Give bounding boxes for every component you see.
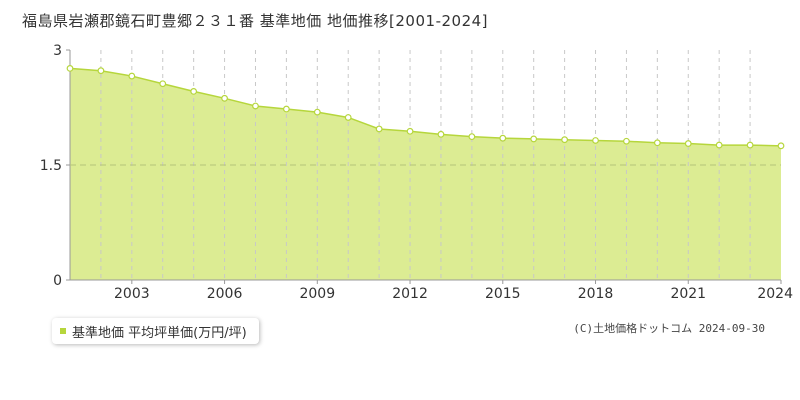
y-tick-label: 0 (53, 273, 62, 289)
x-tick-label: 2024 (757, 286, 793, 302)
data-point (66, 64, 74, 72)
data-point (468, 133, 476, 141)
y-tick-label: 1.5 (40, 158, 62, 174)
data-point (623, 137, 630, 145)
x-tick-label: 2021 (670, 286, 706, 302)
data-point (97, 67, 105, 75)
grid (70, 50, 781, 280)
series-line (69, 67, 782, 147)
data-point (746, 141, 754, 149)
legend-swatch (60, 328, 66, 334)
source-credit: (C)土地価格ドットコム 2024-09-30 (573, 322, 765, 335)
area-fill (70, 68, 781, 281)
x-tick-label: 2015 (485, 286, 521, 302)
data-point (313, 108, 321, 116)
data-points (66, 64, 785, 150)
data-point (437, 130, 445, 138)
data-point (128, 72, 136, 80)
data-point (406, 127, 414, 135)
x-tick-label: 2009 (299, 286, 335, 302)
legend: 基準地価 平均坪単価(万円/坪) (52, 318, 259, 344)
data-point (282, 105, 290, 113)
x-tick-label: 2018 (578, 286, 614, 302)
data-point (221, 94, 228, 102)
data-point (777, 142, 785, 150)
data-point (190, 87, 198, 95)
axes: 0 1.5 3 2003 2006 2009 2012 2015 2018 2021 2024 (40, 43, 793, 302)
x-tick-label: 2003 (114, 286, 150, 302)
data-point (561, 136, 569, 144)
data-point (499, 134, 507, 142)
legend-label: 基準地価 平均坪単価(万円/坪) (72, 325, 247, 341)
x-tick-label: 2012 (392, 286, 428, 302)
x-tick-label: 2006 (207, 286, 243, 302)
data-point (715, 141, 723, 149)
data-point (530, 135, 538, 143)
data-point (684, 140, 692, 147)
data-point (375, 125, 383, 133)
data-point (252, 102, 259, 110)
chart-title: 福島県岩瀬郡鏡石町豊郷２３１番 基準地価 地価推移[2001-2024] (22, 12, 489, 30)
y-tick-label: 3 (53, 43, 62, 59)
data-point (159, 80, 167, 88)
data-point (344, 114, 352, 121)
data-point (653, 139, 661, 147)
data-point (592, 137, 599, 144)
